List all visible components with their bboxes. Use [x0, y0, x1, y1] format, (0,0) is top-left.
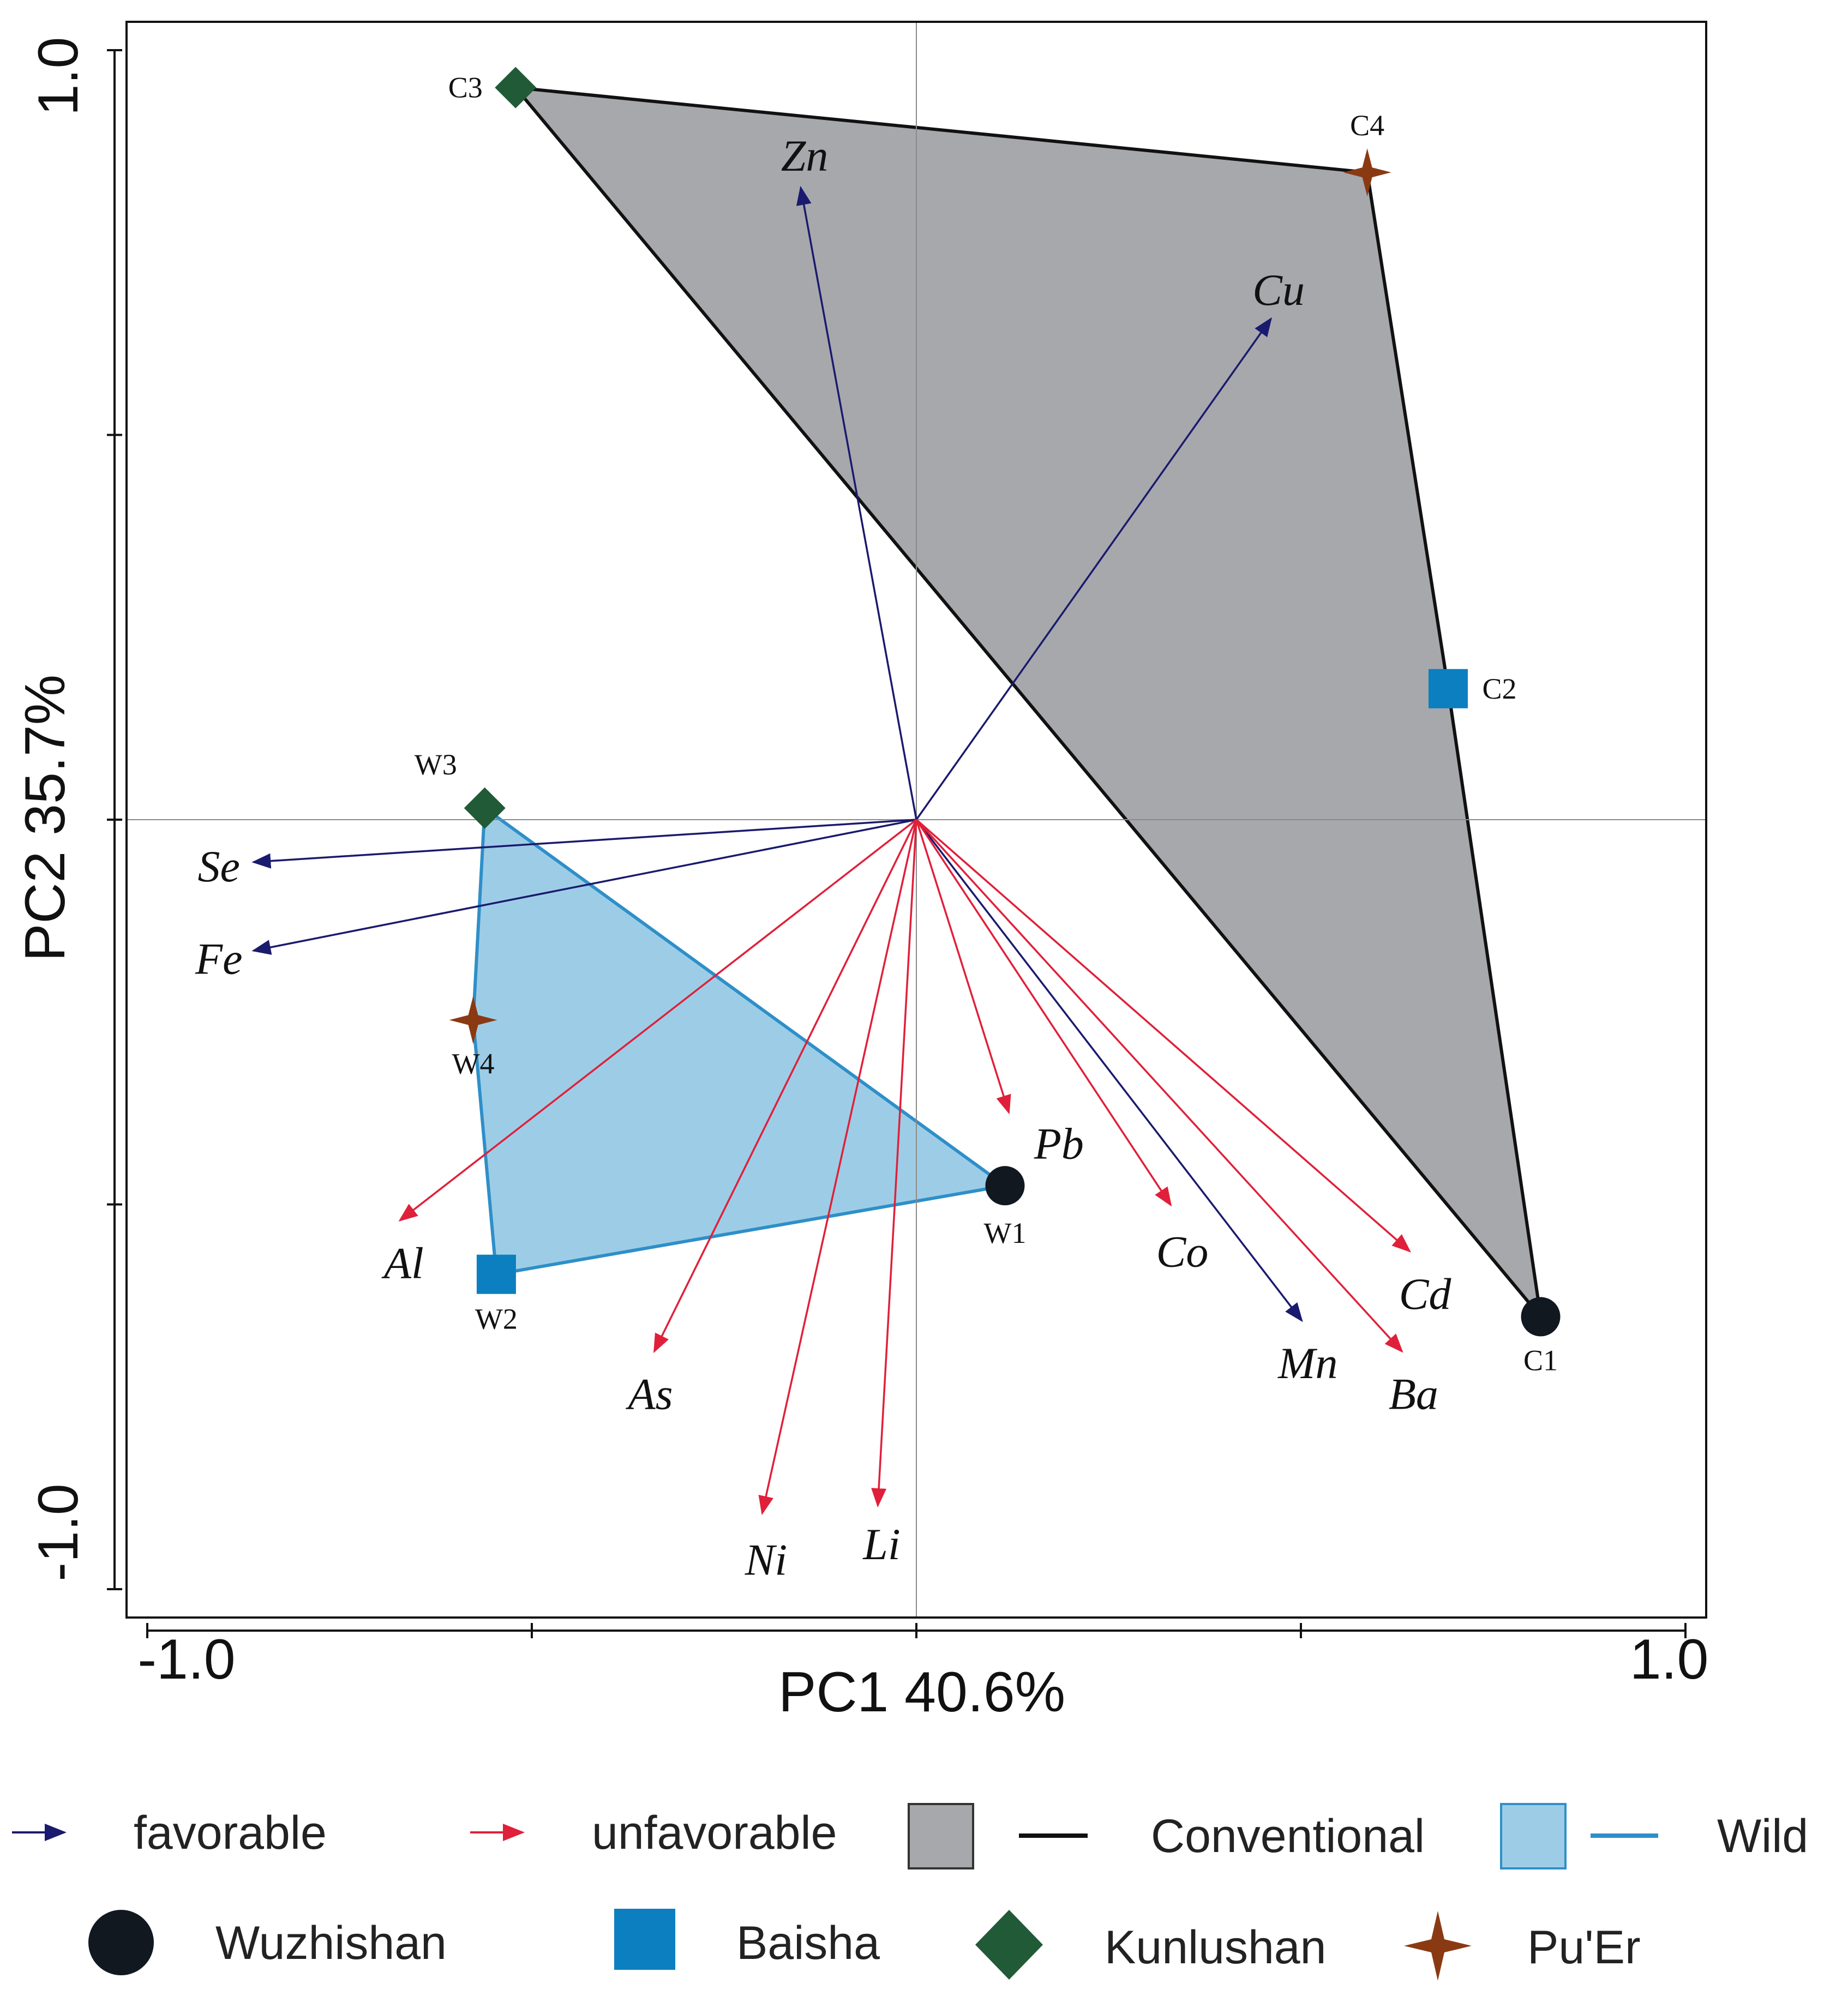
y-axis-title: PC2 35.7%	[14, 675, 77, 961]
sample-marker-star	[1343, 148, 1391, 197]
legend-item-kunlushan: Kunlushan	[975, 1910, 1326, 1980]
vector-arrow-fe	[251, 819, 917, 955]
vector-arrow-co	[915, 819, 1172, 1207]
legend-item-favorable: favorable	[12, 1807, 327, 1859]
legend-item-wild: Wild	[1500, 1803, 1808, 1869]
vector-arrow-li	[871, 819, 917, 1508]
sample-marker-diamond	[464, 787, 506, 829]
vector-cu: Cu	[915, 265, 1305, 821]
sample-w2: W2	[475, 1254, 518, 1336]
vector-label-se: Se	[198, 841, 240, 891]
diamond-icon	[975, 1910, 1043, 1980]
vector-label-cd: Cd	[1399, 1269, 1452, 1319]
vector-label-zn: Zn	[781, 131, 829, 181]
x-tick-label-max: 1.0	[1630, 1628, 1709, 1691]
legend-label-baisha: Baisha	[736, 1917, 880, 1969]
sample-marker-star	[449, 996, 497, 1044]
sample-w1: W1	[984, 1166, 1027, 1249]
sample-marker-circle	[985, 1166, 1025, 1206]
vector-arrow-pb	[915, 819, 1011, 1115]
vector-mn: Mn	[915, 819, 1337, 1388]
sample-label-c3: C3	[448, 71, 483, 104]
legend-label-unfavorable: unfavorable	[592, 1807, 837, 1859]
vector-arrow-al	[398, 819, 917, 1222]
vector-label-co: Co	[1156, 1227, 1209, 1276]
loading-vectors: Zn Cu Se Fe Mn Pb Co Cd Ba Al As Ni Li	[195, 131, 1451, 1584]
vector-arrow-mn	[915, 819, 1303, 1322]
sample-label-w4: W4	[452, 1047, 495, 1080]
hull-wild	[471, 806, 1007, 1276]
conventional-swatch-icon	[908, 1803, 974, 1869]
vector-arrow-as	[653, 819, 917, 1354]
hull-layer	[471, 86, 1543, 1319]
x-axis-title: PC1 40.6%	[778, 1661, 1065, 1724]
legend-label-wuzhishan: Wuzhishan	[215, 1917, 447, 1969]
vector-label-li: Li	[862, 1519, 900, 1569]
sample-w4: W4	[449, 996, 497, 1080]
wild-swatch-icon	[1500, 1803, 1567, 1869]
legend-label-conventional: Conventional	[1151, 1810, 1425, 1862]
legend-item-unfavorable: unfavorable	[470, 1807, 837, 1859]
vector-label-ba: Ba	[1389, 1369, 1438, 1419]
vector-label-fe: Fe	[195, 934, 242, 983]
sample-label-w3: W3	[415, 748, 457, 781]
sample-marker-diamond	[495, 67, 537, 109]
sample-label-c4: C4	[1350, 109, 1384, 142]
y-tick-label-min: -1.0	[27, 1483, 90, 1581]
vector-label-ni: Ni	[745, 1535, 787, 1584]
sample-c1: C1	[1521, 1297, 1561, 1376]
plot-border	[125, 21, 1707, 1619]
vector-li: Li	[862, 819, 917, 1569]
vector-arrow-se	[251, 819, 917, 869]
legend-item-puer: Pu'Er	[1404, 1911, 1641, 1981]
legend-label-kunlushan: Kunlushan	[1105, 1921, 1326, 1974]
vector-zn: Zn	[781, 131, 917, 820]
vector-as: As	[626, 819, 917, 1419]
legend-item-wuzhishan: Wuzhishan	[88, 1910, 447, 1975]
y-tick-label-max: 1.0	[27, 37, 90, 116]
vector-fe: Fe	[195, 819, 917, 983]
sample-label-w2: W2	[475, 1303, 518, 1336]
vector-cd: Cd	[915, 819, 1452, 1319]
sample-markers: C1 C2 C3 C4 W1 W2 W3 W4	[415, 67, 1561, 1376]
legend-label-favorable: favorable	[134, 1807, 327, 1859]
sample-label-w1: W1	[984, 1217, 1027, 1249]
legend-item-baisha: Baisha	[614, 1909, 880, 1970]
vector-arrow-ba	[915, 819, 1403, 1353]
circle-icon	[88, 1910, 154, 1975]
sample-c3: C3	[448, 67, 537, 109]
square-icon	[614, 1909, 675, 1970]
vector-al: Al	[381, 819, 917, 1288]
legend-item-conventional: Conventional	[908, 1803, 1425, 1869]
sample-marker-square	[476, 1254, 516, 1294]
vector-pb: Pb	[915, 819, 1084, 1168]
sample-c2: C2	[1428, 669, 1516, 708]
sample-marker-circle	[1521, 1297, 1561, 1337]
vector-arrow-cd	[915, 819, 1411, 1253]
sample-w3: W3	[415, 748, 506, 829]
plot-frame	[107, 21, 1707, 1638]
vector-arrow-cu	[915, 317, 1273, 821]
sample-label-c1: C1	[1523, 1344, 1558, 1376]
vector-label-cu: Cu	[1252, 265, 1305, 315]
sample-label-c2: C2	[1482, 672, 1516, 705]
vector-label-as: As	[626, 1369, 673, 1419]
vector-ni: Ni	[745, 819, 917, 1584]
vector-se: Se	[198, 819, 917, 891]
x-tick-label-min: -1.0	[137, 1628, 235, 1691]
sample-marker-square	[1428, 669, 1468, 708]
star-icon	[1404, 1911, 1472, 1981]
vector-label-mn: Mn	[1277, 1338, 1337, 1388]
legend: favorable unfavorable Conventional Wild …	[12, 1803, 1808, 1981]
legend-label-wild: Wild	[1717, 1810, 1808, 1862]
vector-label-pb: Pb	[1034, 1119, 1084, 1168]
vector-arrow-zn	[796, 185, 917, 820]
legend-label-puer: Pu'Er	[1527, 1921, 1641, 1974]
vector-co: Co	[915, 819, 1209, 1276]
vector-ba: Ba	[915, 819, 1438, 1419]
vector-arrow-ni	[758, 819, 917, 1516]
vector-label-al: Al	[381, 1238, 424, 1288]
sample-c4: C4	[1343, 109, 1391, 197]
